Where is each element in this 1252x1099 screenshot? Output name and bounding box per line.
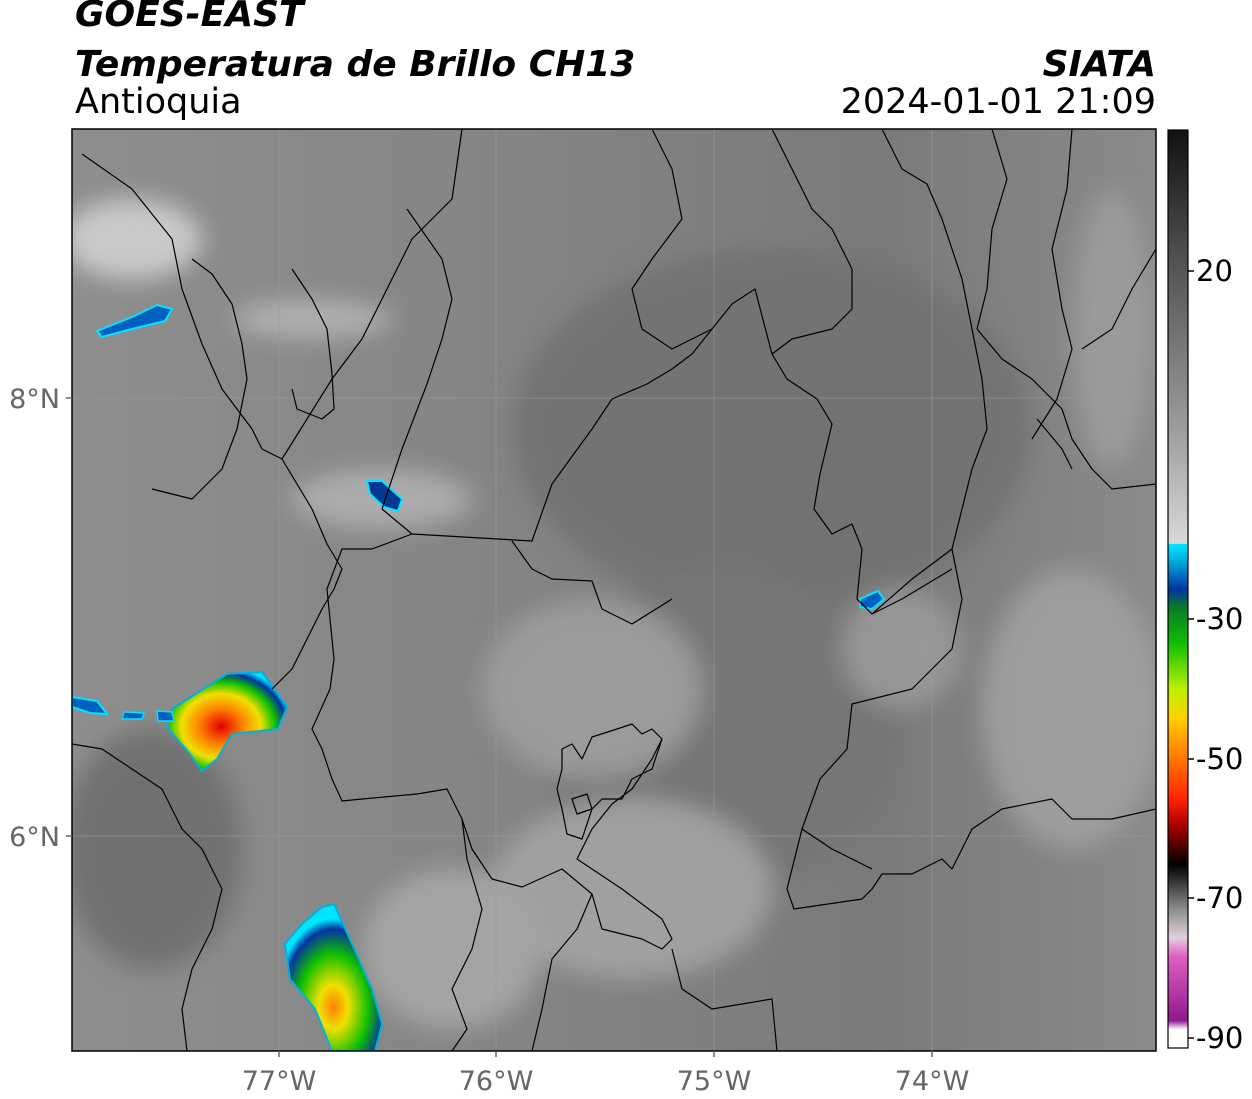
storm-cell <box>156 710 175 722</box>
colorbar-scale <box>1167 129 1189 1049</box>
lon-label-74w: 74°W <box>895 1066 970 1097</box>
region-label: Antioquia <box>75 82 242 122</box>
satellite-title: GOES-EAST <box>75 0 304 35</box>
colorbar-tick-label: -90 <box>1196 1021 1243 1051</box>
storm-cell <box>121 711 146 720</box>
colorbar-tick-label: 20 <box>1196 254 1233 288</box>
colorbar-tick-label: -70 <box>1196 881 1243 915</box>
satellite-map <box>72 129 1156 1051</box>
datetime-label: 2024-01-01 21:09 <box>840 82 1156 122</box>
lat-label-8n: 8°N <box>9 384 60 415</box>
lon-label-75w: 75°W <box>677 1066 752 1097</box>
agency-label: SIATA <box>1042 44 1156 85</box>
lat-label-6n: 6°N <box>9 822 60 853</box>
lon-label-76w: 76°W <box>459 1066 534 1097</box>
product-title: Temperatura de Brillo CH13 <box>75 44 636 85</box>
colorbar: 20 -30 -50 -70 -90 <box>1167 129 1243 1051</box>
colorbar-tick-label: -50 <box>1196 742 1243 776</box>
colorbar-tick-label: -30 <box>1196 602 1243 636</box>
lon-label-77w: 77°W <box>242 1066 317 1097</box>
